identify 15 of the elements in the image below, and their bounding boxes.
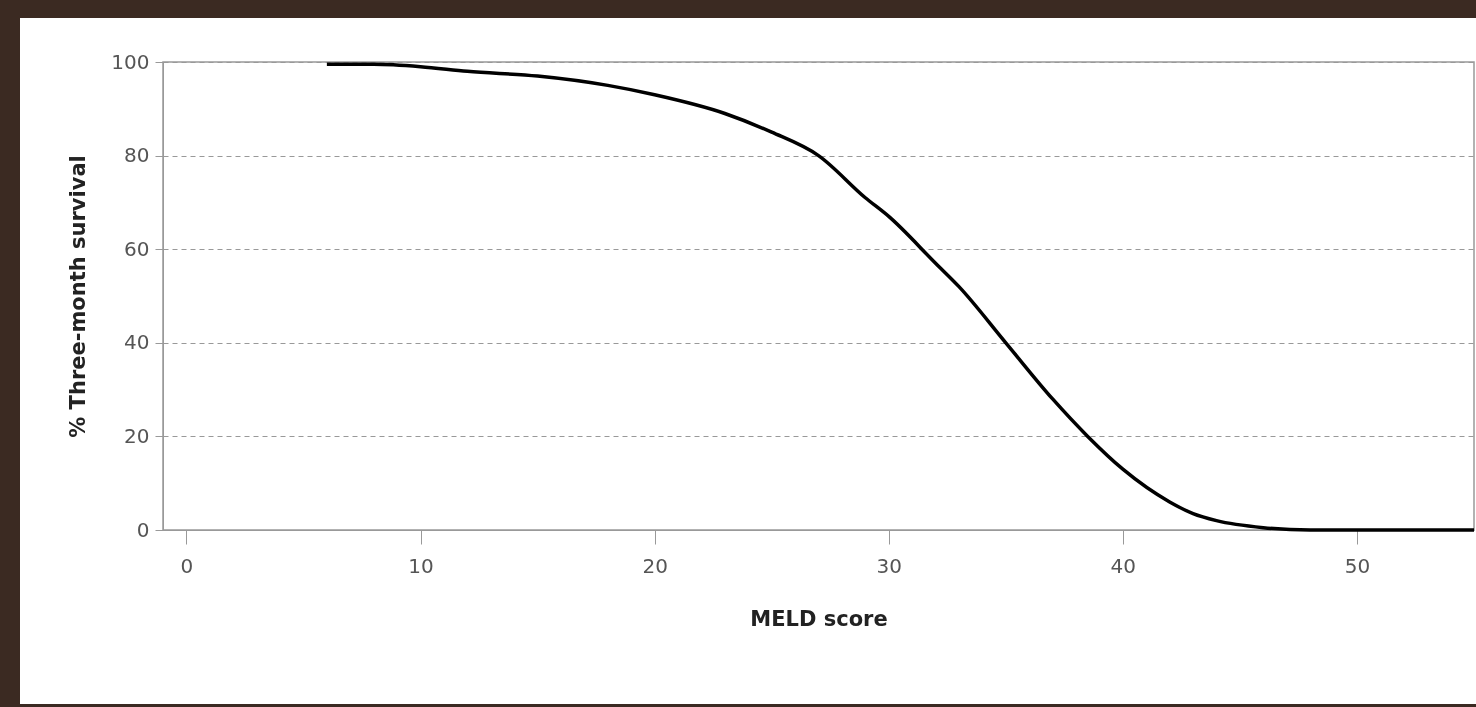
y-axis-title: % Three-month survival [66, 155, 91, 438]
y-tick-label: 60 [124, 236, 150, 261]
x-axis-title: MELD score [750, 606, 888, 631]
y-tick-label: 0 [136, 517, 150, 542]
x-tick-label: 30 [876, 553, 902, 578]
y-tick-label: 20 [124, 423, 150, 448]
y-tick-label: 40 [124, 330, 150, 355]
x-tick-label: 10 [408, 553, 434, 578]
line-series [325, 62, 1476, 532]
x-tick-label: 20 [642, 553, 668, 578]
x-tick-label: 0 [180, 553, 194, 578]
y-tick-label: 100 [111, 49, 150, 74]
y-tick-label: 80 [124, 143, 150, 168]
x-tick-label: 50 [1344, 553, 1371, 578]
x-tick-label: 40 [1110, 553, 1137, 578]
